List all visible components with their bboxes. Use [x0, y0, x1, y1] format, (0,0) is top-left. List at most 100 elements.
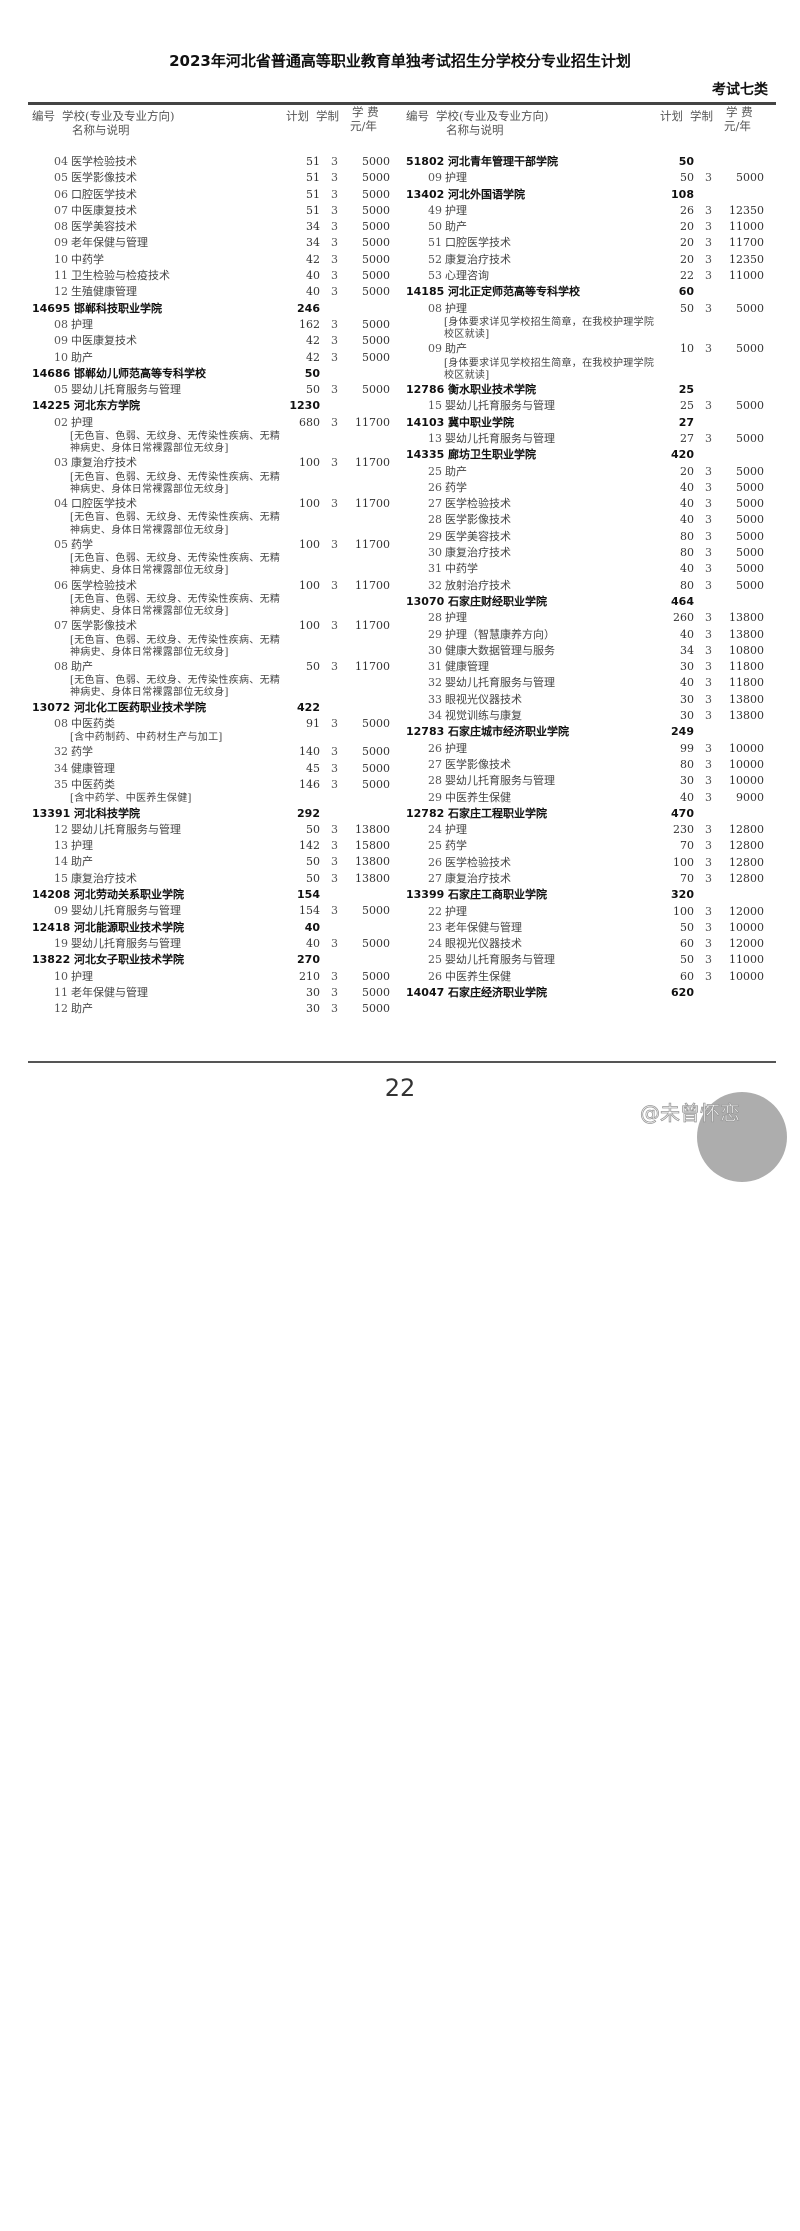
major-number: 08: [428, 301, 442, 315]
major-name: 护理: [445, 301, 467, 315]
major-plan: 50: [680, 920, 694, 934]
major-plan: 50: [306, 822, 320, 836]
major-number: 13: [428, 431, 442, 445]
major-number: 31: [428, 660, 442, 674]
school-row: 14335 廊坊卫生职业学院 420: [406, 447, 766, 463]
header-name2: 名称与说明: [72, 123, 130, 137]
major-row: 13 护理 142 3 15800: [32, 838, 392, 854]
major-number: 10: [54, 252, 68, 266]
major-number: 30: [428, 546, 442, 560]
major-years: 3: [331, 220, 338, 234]
major-plan: 50: [680, 301, 694, 315]
major-fee: 5000: [362, 985, 390, 999]
page-number: 22: [384, 1074, 416, 1102]
major-name: 助产: [445, 342, 467, 356]
school-row: 14047 石家庄经济职业学院 620: [406, 985, 766, 1001]
major-years: 3: [705, 937, 712, 951]
major-row: 53 心理咨询 22 3 11000: [406, 268, 766, 284]
major-row: 32 药学 140 3 5000: [32, 744, 392, 760]
major-row: 26 护理 99 3 10000: [406, 741, 766, 757]
major-plan: 230: [673, 823, 694, 837]
major-fee: 10800: [729, 643, 764, 657]
major-row: 25 药学 70 3 12800: [406, 838, 766, 854]
major-plan: 45: [306, 761, 320, 775]
major-number: 51: [428, 236, 442, 250]
major-name: 婴幼儿托育服务与管理: [445, 676, 555, 690]
major-plan: 100: [299, 619, 320, 633]
major-row: 11 老年保健与管理 30 3 5000: [32, 985, 392, 1001]
header-fee1: 学 费: [352, 105, 379, 119]
major-years: 3: [705, 627, 712, 641]
major-name: 护理: [445, 823, 467, 837]
school-plan: 249: [671, 725, 694, 739]
major-number: 15: [428, 399, 442, 413]
school-name: 河北正定师范高等专科学校: [448, 285, 580, 299]
major-fee: 12800: [729, 839, 764, 853]
major-name: 老年保健与管理: [445, 920, 522, 934]
major-number: 26: [428, 741, 442, 755]
major-fee: 5000: [736, 399, 764, 413]
major-name: 康复治疗技术: [445, 871, 511, 885]
major-fee: 5000: [736, 301, 764, 315]
major-fee: 13800: [729, 627, 764, 641]
major-row: 24 护理 230 3 12800: [406, 822, 766, 838]
major-fee: 13800: [729, 611, 764, 625]
major-years: 3: [331, 334, 338, 348]
major-row: 29 护理（智慧康养方向） 40 3 13800: [406, 627, 766, 643]
major-note: [无色盲、色弱、无纹身、无传染性疾病、无精神病史、身体日常裸露部位无纹身]: [70, 553, 281, 577]
major-fee: 11700: [355, 456, 390, 470]
school-code: 51802: [406, 155, 445, 168]
major-name: 眼视光仪器技术: [445, 937, 522, 951]
major-row: 09 中医康复技术 42 3 5000: [32, 333, 392, 349]
major-number: 19: [54, 936, 68, 950]
major-number: 49: [428, 203, 442, 217]
major-years: 3: [705, 692, 712, 706]
major-name: 中医康复技术: [71, 334, 137, 348]
major-years: 3: [705, 741, 712, 755]
school-name: 石家庄经济职业学院: [448, 986, 547, 1000]
major-fee: 15800: [355, 839, 390, 853]
major-row: 26 医学检验技术 100 3 12800: [406, 855, 766, 871]
major-name: 心理咨询: [445, 269, 489, 283]
header-name1: 学校(专业及专业方向): [436, 109, 549, 123]
major-plan: 20: [680, 236, 694, 250]
major-years: 3: [705, 953, 712, 967]
major-row: 15 康复治疗技术 50 3 13800: [32, 871, 392, 887]
major-years: 3: [331, 904, 338, 918]
major-fee: 5000: [362, 350, 390, 364]
school-plan: 420: [671, 448, 694, 462]
major-plan: 680: [299, 415, 320, 429]
school-row: 13070 石家庄财经职业学院 464: [406, 594, 766, 610]
major-number: 25: [428, 839, 442, 853]
school-code: 12783: [406, 725, 445, 739]
school-plan: 470: [671, 806, 694, 820]
school-plan: 154: [297, 888, 320, 902]
major-years: 3: [705, 920, 712, 934]
major-years: 3: [705, 643, 712, 657]
major-fee: 11000: [729, 269, 764, 283]
major-row: 11 卫生检验与检疫技术 40 3 5000: [32, 268, 392, 284]
major-years: 3: [705, 546, 712, 560]
major-row: 34 健康管理 45 3 5000: [32, 761, 392, 777]
major-row: 28 护理 260 3 13800: [406, 610, 766, 626]
major-years: 3: [705, 709, 712, 723]
school-row: 14225 河北东方学院 1230: [32, 398, 392, 414]
school-name: 衡水职业技术学院: [448, 383, 536, 397]
major-years: 3: [331, 203, 338, 217]
major-fee: 12000: [729, 937, 764, 951]
major-years: 3: [705, 203, 712, 217]
major-name: 中医药类: [71, 778, 115, 792]
major-note: [无色盲、色弱、无纹身、无传染性疾病、无精神病史、身体日常裸露部位无纹身]: [70, 431, 281, 455]
major-plan: 30: [680, 660, 694, 674]
major-row: 08 医学美容技术 34 3 5000: [32, 219, 392, 235]
major-name: 药学: [445, 480, 467, 494]
major-fee: 5000: [362, 187, 390, 201]
major-row: 08 助产 50 3 11700: [32, 659, 392, 675]
major-name: 康复治疗技术: [71, 456, 137, 470]
major-fee: 11700: [355, 497, 390, 511]
major-name: 老年保健与管理: [71, 236, 148, 250]
major-number: 04: [54, 497, 68, 511]
major-row: 06 口腔医学技术 51 3 5000: [32, 187, 392, 203]
major-plan: 260: [673, 611, 694, 625]
major-years: 3: [705, 611, 712, 625]
